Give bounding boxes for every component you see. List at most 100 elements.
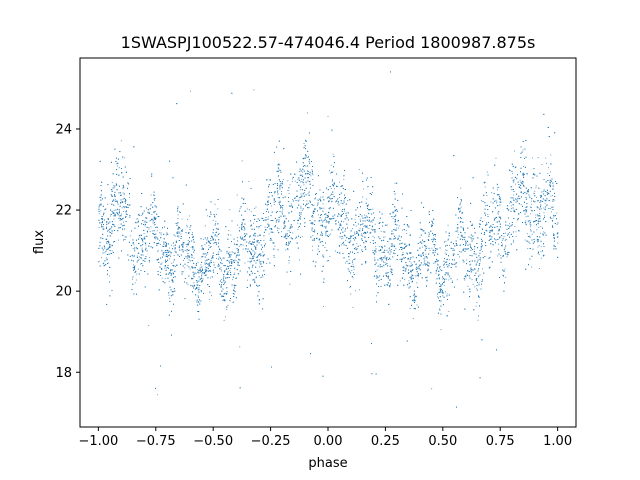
data-point (338, 246, 340, 247)
data-point (153, 198, 155, 200)
data-point (134, 265, 136, 267)
data-point (163, 254, 165, 256)
data-point (516, 177, 518, 179)
data-point (526, 192, 528, 194)
data-point (306, 177, 308, 179)
data-point (541, 164, 543, 165)
data-point (425, 253, 427, 255)
data-point (179, 231, 181, 233)
data-point (181, 229, 183, 230)
data-point (294, 197, 296, 198)
data-point (224, 316, 226, 318)
data-point (372, 249, 374, 251)
data-point (172, 261, 174, 263)
data-point (329, 234, 330, 236)
data-point (409, 260, 411, 262)
data-point (300, 193, 302, 195)
data-point (228, 266, 230, 267)
data-point (371, 192, 373, 193)
data-point (120, 140, 122, 142)
data-point (277, 229, 279, 231)
data-point (390, 248, 392, 250)
data-point (237, 255, 239, 257)
data-point (98, 213, 100, 215)
data-point (178, 236, 180, 238)
data-point (229, 251, 231, 253)
data-point (358, 169, 360, 170)
data-point (354, 231, 356, 233)
data-point (378, 246, 380, 247)
data-point (339, 224, 341, 226)
data-point (513, 194, 515, 196)
data-point (371, 220, 373, 222)
data-point (480, 224, 481, 226)
data-point (217, 208, 219, 210)
data-point (269, 239, 271, 241)
data-point (259, 275, 260, 277)
data-point (526, 198, 527, 200)
data-point (374, 223, 376, 225)
data-point (156, 242, 157, 244)
data-point (204, 260, 206, 262)
data-point (539, 232, 541, 234)
data-point (207, 215, 209, 217)
data-point (238, 245, 240, 247)
data-point (556, 212, 558, 214)
data-point (329, 172, 331, 174)
data-point (159, 243, 161, 245)
data-point (237, 224, 238, 226)
data-point (513, 198, 515, 200)
data-point (381, 247, 383, 249)
data-point (351, 262, 353, 263)
data-point (255, 206, 257, 208)
data-point (327, 115, 329, 117)
data-point (470, 250, 472, 251)
data-point (548, 167, 550, 169)
data-point (348, 259, 350, 261)
data-point (236, 194, 238, 196)
data-point (269, 239, 271, 241)
data-point (141, 247, 143, 249)
data-point (242, 236, 244, 238)
data-point (186, 265, 188, 267)
data-point (411, 264, 413, 266)
data-point (198, 287, 200, 289)
data-point (540, 246, 542, 248)
data-point (549, 191, 551, 192)
data-point (107, 203, 109, 205)
data-point (216, 258, 218, 259)
data-point (241, 160, 243, 162)
data-point (460, 187, 462, 189)
data-point (139, 236, 141, 238)
data-point (444, 280, 445, 282)
data-point (308, 160, 310, 162)
data-point (267, 216, 269, 218)
data-point (160, 271, 161, 273)
data-point (250, 261, 252, 263)
data-point (311, 216, 313, 218)
data-point (394, 238, 396, 239)
data-point (139, 263, 141, 265)
data-point (305, 140, 307, 142)
data-point (463, 239, 465, 241)
data-point (254, 207, 256, 209)
data-point (230, 254, 232, 256)
data-point (323, 226, 325, 228)
data-point (145, 244, 147, 246)
data-point (416, 304, 418, 306)
data-point (329, 198, 331, 199)
data-point (301, 171, 303, 173)
data-point (114, 198, 116, 200)
data-point (512, 172, 514, 174)
data-point (384, 261, 386, 263)
data-point (393, 244, 395, 246)
data-point (305, 156, 307, 158)
data-point (443, 284, 445, 286)
data-point (215, 223, 217, 224)
data-point (434, 241, 436, 243)
data-point (109, 243, 110, 245)
data-point (262, 276, 264, 278)
data-point (551, 211, 553, 213)
data-point (487, 214, 489, 215)
data-point (422, 253, 424, 255)
